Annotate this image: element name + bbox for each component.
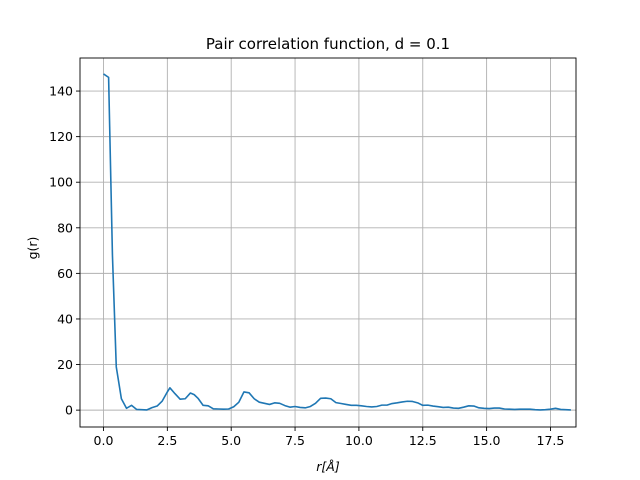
x-tick-label: 15.0 (473, 433, 501, 448)
y-axis-ticks: 0 20 40 60 80 100 120 140 (49, 84, 80, 418)
y-tick-label: 20 (57, 357, 73, 372)
y-tick-label: 100 (49, 175, 73, 190)
y-tick-label: 0 (65, 403, 73, 418)
series-line (103, 73, 571, 411)
y-tick-label: 60 (57, 266, 73, 281)
y-tick-label: 40 (57, 311, 73, 326)
y-tick-label: 120 (49, 129, 73, 144)
x-tick-label: 7.5 (285, 433, 305, 448)
x-axis-ticks: 0.0 2.5 5.0 7.5 10.0 12.5 15.0 17.5 (94, 427, 565, 448)
x-tick-label: 2.5 (157, 433, 177, 448)
series-layer (103, 73, 571, 411)
chart-title: Pair correlation function, d = 0.1 (206, 35, 450, 53)
y-tick-label: 80 (57, 220, 73, 235)
y-axis-label: g(r) (25, 237, 40, 260)
x-tick-label: 12.5 (409, 433, 437, 448)
x-tick-label: 0.0 (94, 433, 114, 448)
y-tick-label: 140 (49, 84, 73, 99)
x-tick-label: 10.0 (345, 433, 373, 448)
x-axis-label: r[Å] (316, 459, 340, 474)
grid-lines (80, 58, 576, 427)
plot-frame (79, 57, 577, 428)
x-tick-label: 5.0 (221, 433, 241, 448)
x-tick-label: 17.5 (537, 433, 565, 448)
